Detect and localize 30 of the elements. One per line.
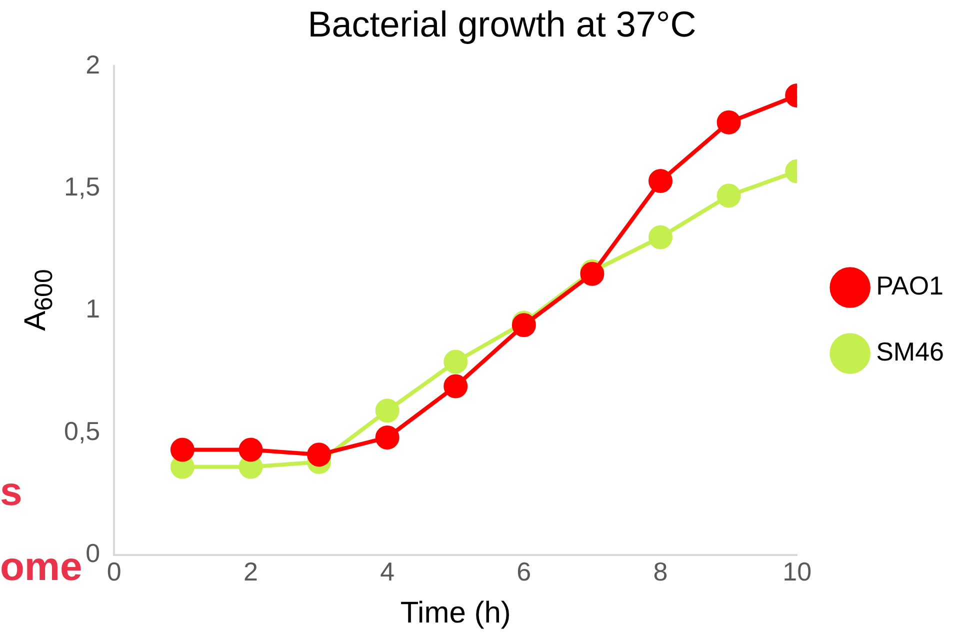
point bbox=[444, 350, 468, 374]
point bbox=[512, 313, 536, 338]
y-tick-label: 0,5 bbox=[64, 416, 100, 446]
x-tick-label: 2 bbox=[243, 556, 258, 587]
x-tick-label: 0 bbox=[106, 556, 122, 587]
point bbox=[580, 262, 604, 286]
point bbox=[716, 110, 741, 134]
legend-label: PAO1 bbox=[876, 270, 944, 301]
text: s bbox=[0, 470, 22, 515]
y-tick-label: 0 bbox=[86, 538, 100, 568]
point bbox=[375, 426, 400, 450]
chart-title: Bacterial growth at 37°C bbox=[308, 4, 696, 45]
x-tick-label: 10 bbox=[782, 556, 812, 587]
x-tick-label: 8 bbox=[653, 556, 668, 587]
y-tick-label: 1 bbox=[86, 294, 100, 324]
y-tick-label: 1,5 bbox=[64, 172, 100, 202]
x-tick-label: 6 bbox=[516, 556, 532, 587]
legend-label: SM46 bbox=[876, 336, 944, 367]
point bbox=[170, 438, 194, 462]
y-tick-label: 2 bbox=[86, 49, 100, 80]
point bbox=[648, 169, 672, 194]
text: ome bbox=[0, 545, 82, 590]
point bbox=[648, 225, 672, 250]
x-tick-label: 4 bbox=[380, 556, 395, 587]
point bbox=[444, 374, 468, 398]
point bbox=[238, 438, 263, 462]
point bbox=[307, 442, 332, 467]
x-axis-title: Time (h) bbox=[400, 596, 511, 630]
point bbox=[375, 398, 400, 423]
point bbox=[716, 184, 741, 208]
